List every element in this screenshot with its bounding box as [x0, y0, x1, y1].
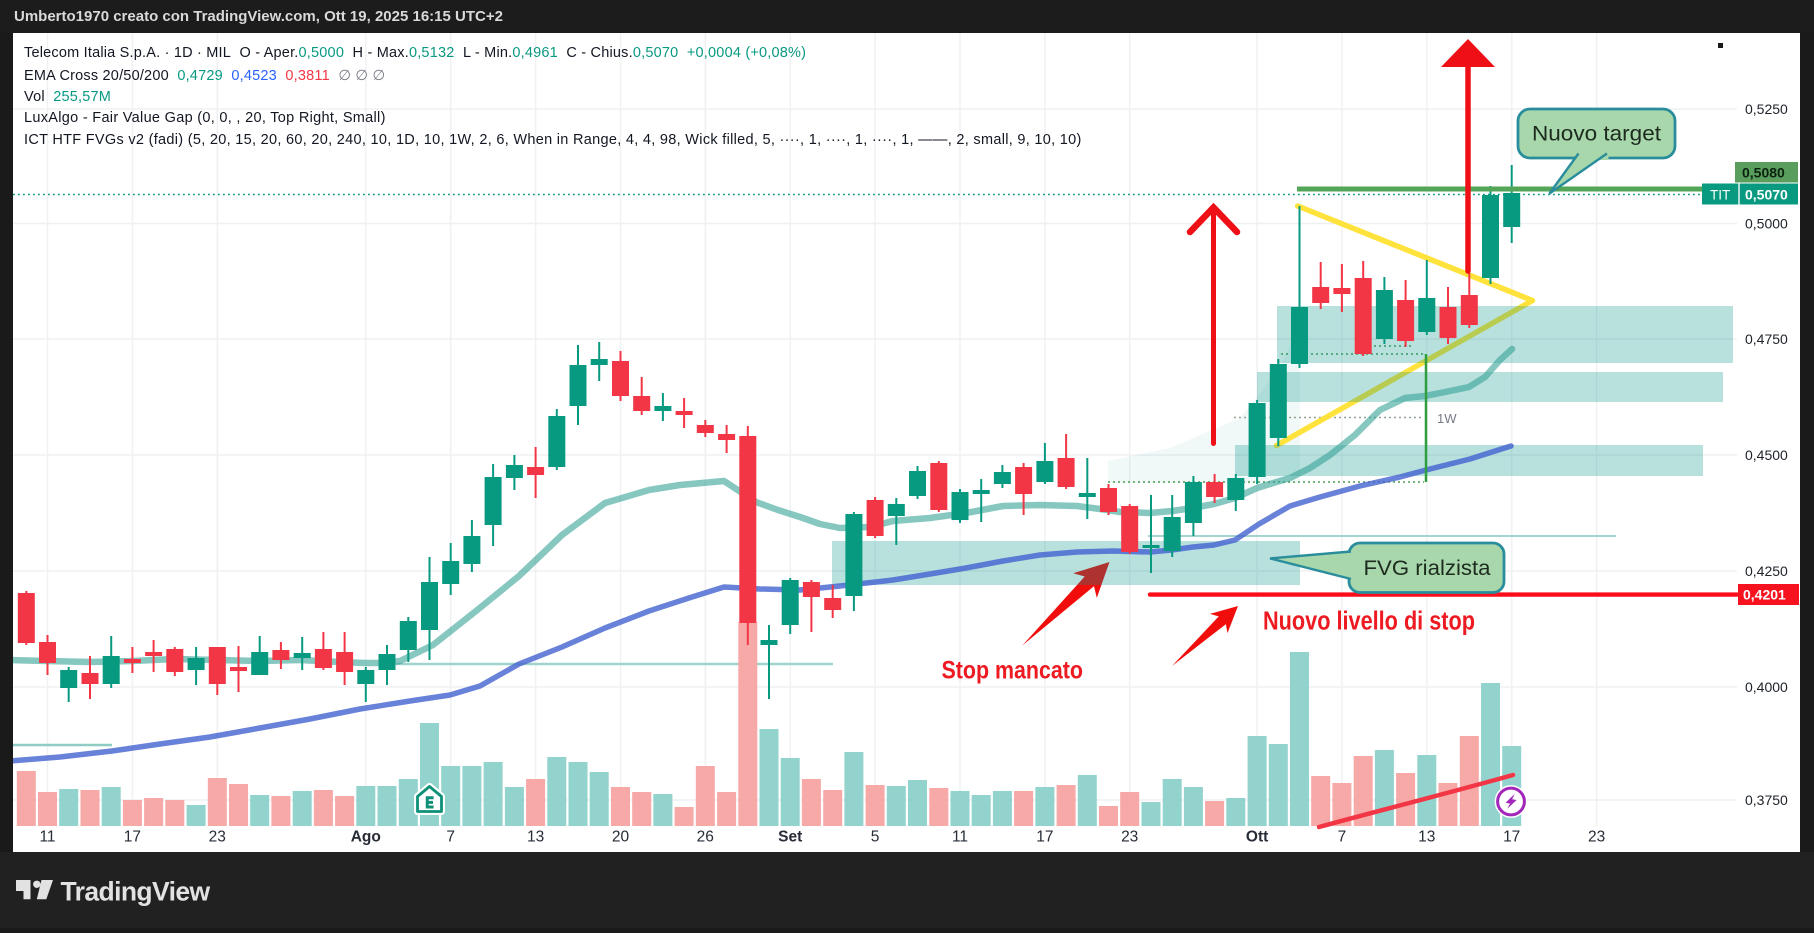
svg-text:Stop mancato: Stop mancato [942, 657, 1084, 685]
svg-text:FVG rialzista: FVG rialzista [1364, 557, 1491, 580]
svg-text:17: 17 [124, 829, 141, 846]
svg-text:17: 17 [1036, 829, 1053, 846]
svg-text:ICT HTF FVGs v2 (fadi) (5, 20,: ICT HTF FVGs v2 (fadi) (5, 20, 15, 20, 6… [24, 132, 1082, 148]
svg-text:20: 20 [612, 829, 630, 846]
svg-text:1W: 1W [1437, 411, 1457, 426]
svg-text:LuxAlgo - Fair Value Gap (0, 0: LuxAlgo - Fair Value Gap (0, 0, , 20, To… [24, 110, 386, 126]
svg-text:0,5080: 0,5080 [1742, 165, 1785, 181]
svg-text:0,5250: 0,5250 [1745, 101, 1788, 117]
svg-text:Nuovo target: Nuovo target [1532, 123, 1661, 146]
svg-text:13: 13 [527, 829, 544, 846]
svg-text:Ago: Ago [351, 829, 381, 846]
svg-text:0,3750: 0,3750 [1745, 792, 1788, 808]
svg-text:0,4500: 0,4500 [1745, 447, 1788, 463]
svg-text:11: 11 [952, 829, 968, 846]
svg-text:EMA Cross 20/50/200 0,4729 0: EMA Cross 20/50/200 0,4729 0,4523 0,3811… [24, 68, 385, 84]
svg-text:Set: Set [778, 829, 802, 846]
svg-text:Nuovo livello di stop: Nuovo livello di stop [1263, 608, 1475, 636]
svg-text:0,4750: 0,4750 [1745, 331, 1788, 347]
svg-text:0,4201: 0,4201 [1743, 587, 1786, 603]
svg-text:7: 7 [1338, 829, 1347, 846]
svg-text:5: 5 [871, 829, 880, 846]
svg-text:Telecom Italia S.p.A. · 1D · M: Telecom Italia S.p.A. · 1D · MIL O - Ape… [24, 45, 806, 61]
svg-text:7: 7 [446, 829, 455, 846]
svg-text:Vol 255,57M: Vol 255,57M [24, 89, 111, 105]
svg-text:TradingView: TradingView [61, 876, 211, 906]
svg-text:TIT: TIT [1710, 188, 1730, 203]
svg-text:0,4250: 0,4250 [1745, 563, 1788, 579]
svg-text:26: 26 [697, 829, 714, 846]
svg-text:11: 11 [39, 829, 55, 846]
svg-text:0,4000: 0,4000 [1745, 679, 1788, 695]
svg-text:Ott: Ott [1246, 829, 1268, 846]
svg-text:0,5070: 0,5070 [1745, 187, 1788, 203]
svg-text:17: 17 [1503, 829, 1520, 846]
svg-text:23: 23 [1121, 829, 1138, 846]
svg-text:23: 23 [1588, 829, 1605, 846]
svg-text:0,5000: 0,5000 [1745, 216, 1788, 232]
svg-text:23: 23 [209, 829, 226, 846]
svg-text:13: 13 [1418, 829, 1435, 846]
